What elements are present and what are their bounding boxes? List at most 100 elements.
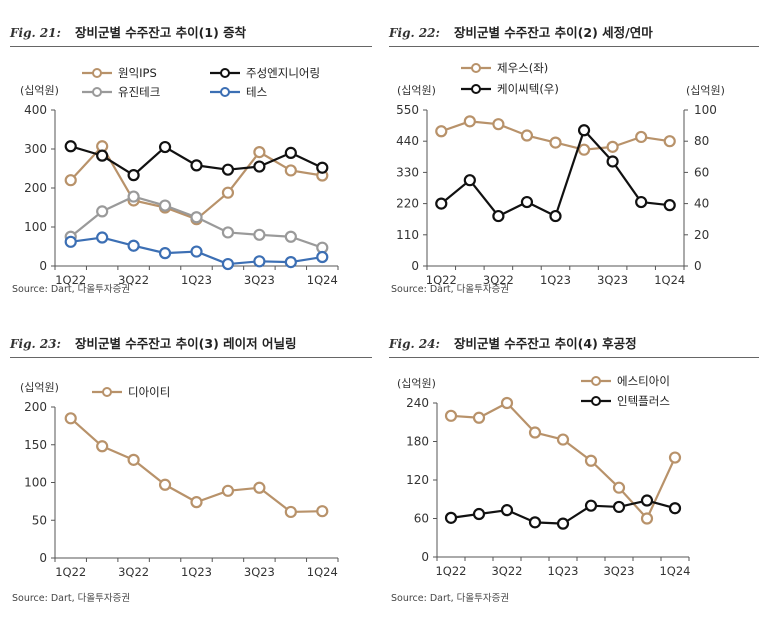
legend-swatch-marker (102, 387, 112, 397)
data-point (253, 160, 266, 173)
data-point (444, 511, 458, 524)
chart-panel-fig23: Fig. 23: 장비군별 수주잔고 추이(3) 레이저 어닐링 (십억원) 0 50… (10, 333, 375, 613)
data-point (158, 199, 172, 212)
x-tick-label: 1Q24 (307, 565, 338, 579)
data-point (612, 500, 626, 514)
y-right-tick-label: 0 (694, 259, 702, 273)
y-right-tick-label: 80 (694, 134, 709, 148)
chart-title: 장비군별 수주잔고 추이(1) 증착 (74, 25, 247, 40)
y-right-tick-label: 100 (694, 103, 717, 117)
data-point (221, 226, 235, 239)
data-point (64, 174, 77, 187)
figure-label: Fig. 21: (10, 26, 61, 40)
y-right-tick-label: 20 (694, 228, 709, 242)
source-note: Source: Dart, 다올투자증권 (12, 284, 131, 295)
data-point (316, 505, 329, 518)
y-tick-label: 300 (24, 142, 47, 156)
y-tick-label: 110 (396, 228, 419, 242)
data-point (556, 517, 570, 530)
figure-label: Fig. 24: (389, 337, 440, 351)
legend-swatch-marker (220, 68, 230, 78)
y-tick-label: 200 (24, 181, 47, 195)
data-point (492, 209, 505, 223)
data-point (635, 195, 648, 209)
data-point (158, 247, 172, 260)
legend-label: 유진테크 (118, 85, 160, 99)
data-point (635, 130, 648, 144)
data-point (284, 230, 297, 243)
data-point (127, 239, 140, 252)
x-tick-label: 1Q23 (181, 565, 212, 579)
chart-panel-fig22: Fig. 22: 장비군별 수주잔고 추이(2) 세정/연마 (십억원) 0 110 2… (389, 22, 769, 302)
data-point (668, 451, 682, 464)
y-axis-unit-label: (십억원) (397, 84, 436, 97)
y-tick-label: 0 (39, 551, 47, 565)
data-point (190, 211, 203, 224)
y-tick-label: 100 (24, 476, 47, 490)
data-point (640, 494, 654, 507)
x-tick-label: 1Q23 (181, 273, 212, 287)
chart-title: 장비군별 수주잔고 추이(4) 후공정 (453, 336, 637, 351)
chart-header: Fig. 22: 장비군별 수주잔고 추이(2) 세정/연마 (389, 22, 759, 47)
y-tick-label: 100 (24, 220, 47, 234)
x-tick-label: 1Q24 (659, 564, 690, 578)
y-tick-label: 220 (396, 197, 419, 211)
y-tick-label: 180 (406, 435, 429, 449)
y-tick-label: 0 (39, 259, 47, 273)
data-point (96, 231, 109, 244)
y-tick-label: 400 (24, 103, 47, 117)
x-tick-label: 1Q24 (654, 273, 685, 287)
data-point (640, 512, 654, 525)
data-point (584, 454, 598, 467)
data-point (221, 186, 235, 199)
chart-header: Fig. 21: 장비군별 수주잔고 추이(1) 증착 (10, 22, 372, 47)
data-point (520, 195, 534, 209)
y-tick-label: 120 (406, 473, 429, 487)
line-chart-back-end: (십억원) 0 60 120 180 240 1Q22 3Q22 1Q23 3Q23 1Q24 에스티… (397, 374, 691, 578)
data-point (584, 499, 598, 512)
chart-header: Fig. 24: 장비군별 수주잔고 추이(4) 후공정 (389, 333, 759, 358)
data-point (463, 115, 476, 128)
x-tick-label: 3Q23 (244, 273, 275, 287)
data-point (221, 257, 235, 271)
legend-label: 테스 (246, 85, 267, 99)
y-tick-label: 0 (421, 550, 429, 564)
data-point (500, 396, 514, 410)
data-point (96, 440, 109, 453)
data-point (528, 516, 542, 529)
data-point (520, 129, 534, 142)
y-tick-label: 50 (32, 513, 47, 527)
chart-panel-fig24: Fig. 24: 장비군별 수주잔고 추이(4) 후공정 (십억원) 0 60 120 1… (389, 333, 769, 613)
data-point (668, 502, 682, 515)
y-tick-label: 550 (396, 103, 419, 117)
data-point (284, 256, 297, 269)
data-point (64, 235, 77, 248)
data-point (606, 140, 619, 153)
data-point (316, 250, 329, 264)
chart-title: 장비군별 수주잔고 추이(2) 세정/연마 (453, 25, 653, 40)
data-point (316, 161, 329, 174)
y-right-tick-label: 60 (694, 165, 709, 179)
data-point (284, 146, 297, 160)
y-right-tick-label: 40 (694, 197, 709, 211)
legend-label: 주성엔지니어링 (246, 66, 320, 80)
source-note: Source: Dart, 다올투자증권 (391, 593, 510, 604)
data-point (435, 197, 448, 210)
x-tick-label: 1Q23 (547, 564, 578, 578)
data-point (444, 409, 458, 422)
data-point (284, 505, 297, 519)
data-point (127, 190, 140, 203)
y-tick-label: 0 (411, 259, 419, 273)
data-point (284, 164, 297, 177)
legend-swatch-marker (220, 87, 230, 97)
data-point (64, 412, 77, 425)
y-axis-unit-label: (십억원) (20, 381, 59, 394)
y-axis-right-unit-label: (십억원) (686, 84, 725, 97)
line-chart-deposition: (십억원) 0 100 200 300 400 1Q22 3Q22 1Q23 3Q23 1Q24 원익… (20, 66, 339, 287)
data-point (577, 124, 591, 137)
x-tick-label: 1Q22 (426, 273, 457, 287)
legend-label: 인텍플러스 (617, 394, 670, 408)
data-point (472, 411, 486, 424)
data-point (158, 140, 172, 154)
line-chart-laser-annealing: (십억원) 0 50 100 150 200 1Q22 3Q22 1Q23 3Q23 1Q24 디아이… (20, 381, 339, 579)
